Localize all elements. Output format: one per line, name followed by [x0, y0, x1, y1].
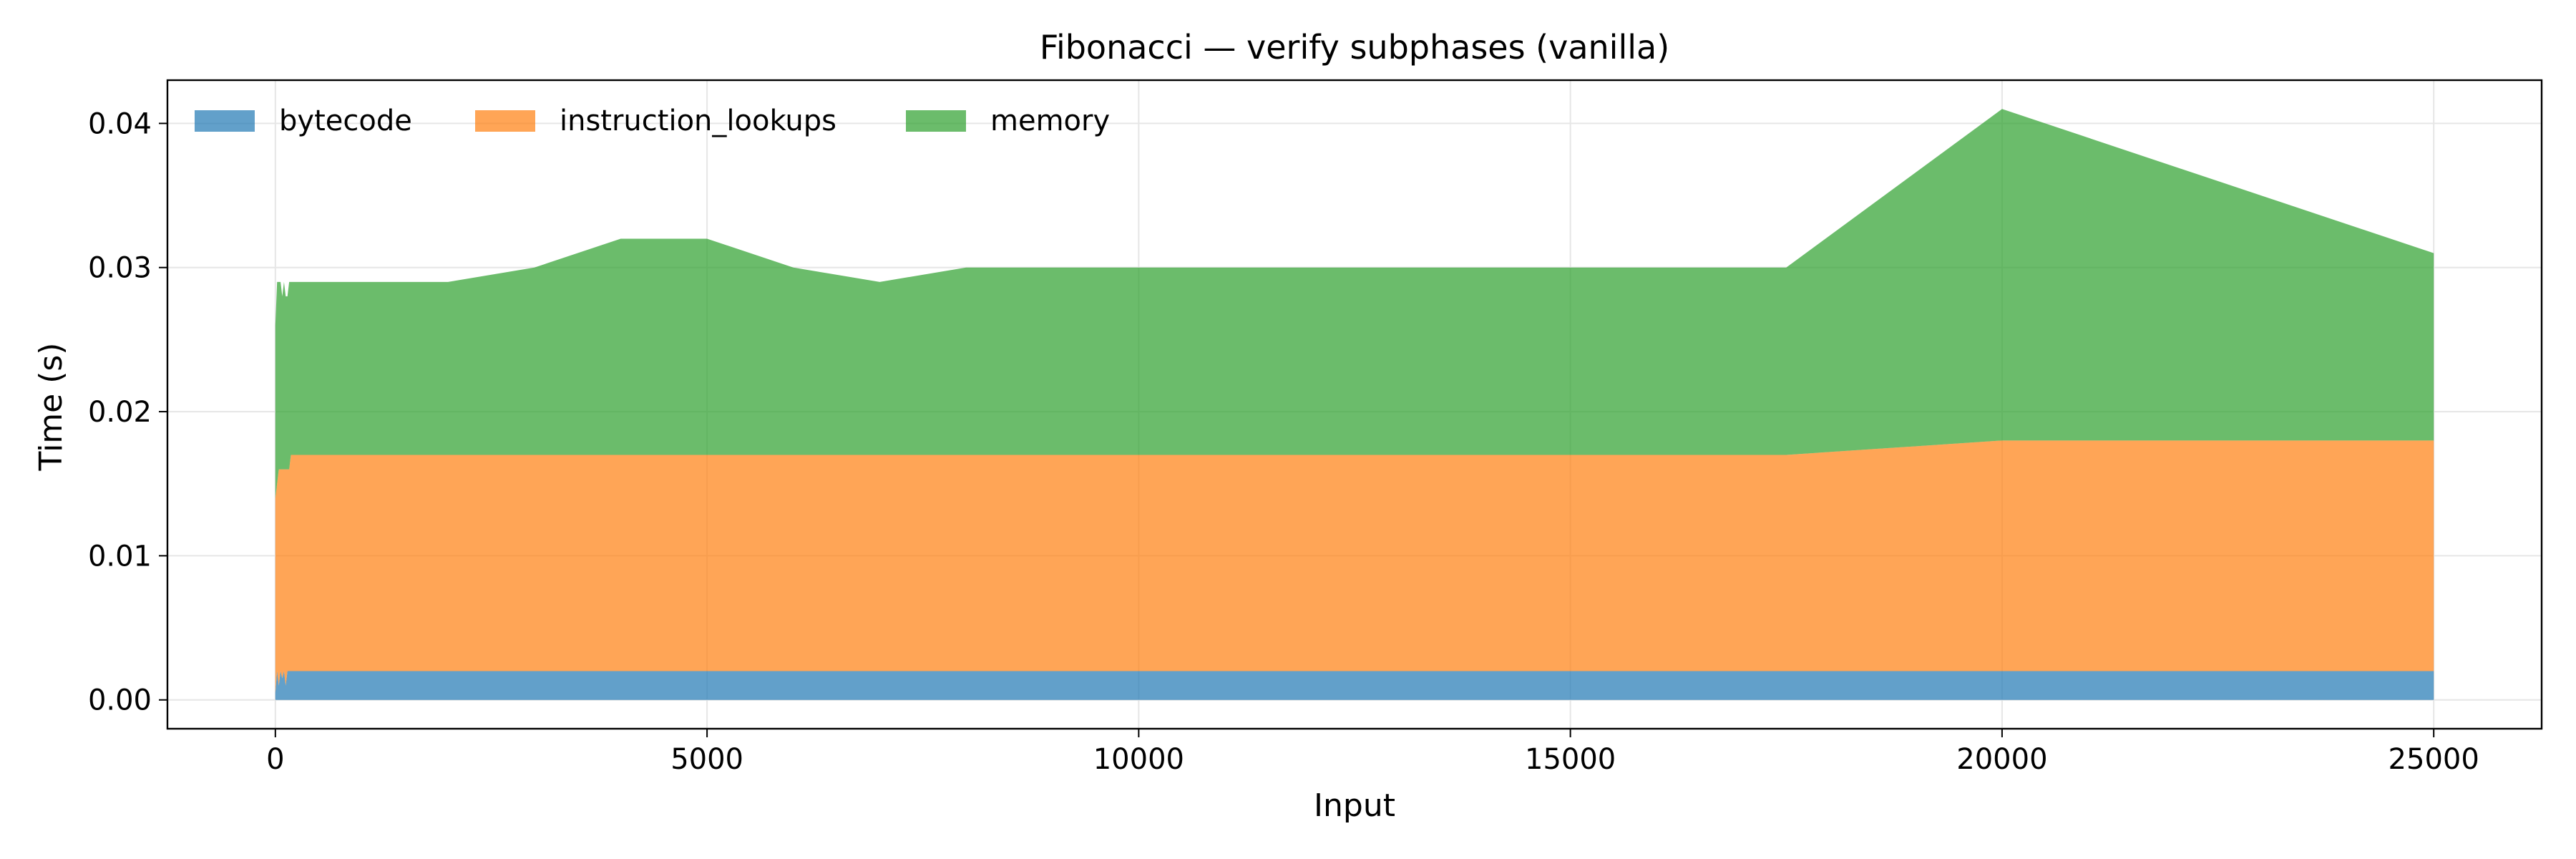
- chart-title: Fibonacci — verify subphases (vanilla): [1040, 28, 1669, 67]
- area-memory: [275, 109, 2434, 498]
- legend-swatch-instruction-lookups: [475, 110, 535, 132]
- x-tick-label: 5000: [670, 743, 743, 776]
- y-axis-label: Time (s): [33, 343, 69, 472]
- area-instruction-lookups: [275, 440, 2434, 692]
- x-tick-label: 25000: [2389, 743, 2479, 776]
- x-axis-label: Input: [1314, 787, 1395, 824]
- legend-label-instruction-lookups: instruction_lookups: [560, 105, 836, 137]
- legend: bytecode instruction_lookups memory: [195, 105, 1110, 137]
- legend-label-memory: memory: [990, 105, 1110, 137]
- x-tick-label: 0: [266, 743, 284, 776]
- legend-label-bytecode: bytecode: [279, 105, 412, 137]
- legend-swatch-bytecode: [195, 110, 255, 132]
- y-tick-label: 0.03: [88, 252, 152, 285]
- plot-area: [275, 109, 2434, 699]
- y-tick-label: 0.04: [88, 107, 152, 140]
- area-bytecode: [275, 671, 2434, 699]
- legend-swatch-memory: [906, 110, 966, 132]
- x-tick-label: 10000: [1093, 743, 1184, 776]
- y-tick-label: 0.00: [88, 684, 152, 717]
- x-tick-label: 15000: [1525, 743, 1616, 776]
- y-tick-label: 0.01: [88, 540, 152, 573]
- x-axis: 0 5000 10000 15000 20000 25000: [266, 729, 2479, 776]
- y-axis: 0.00 0.01 0.02 0.03 0.04: [88, 107, 167, 717]
- x-tick-label: 20000: [1956, 743, 2047, 776]
- y-tick-label: 0.02: [88, 396, 152, 429]
